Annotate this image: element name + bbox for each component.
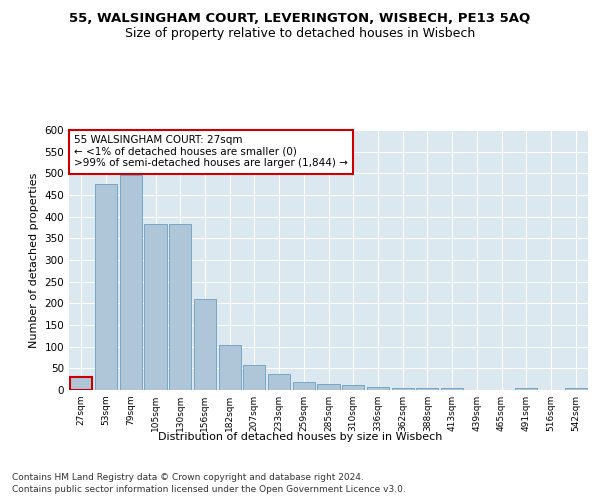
Text: Distribution of detached houses by size in Wisbech: Distribution of detached houses by size … bbox=[158, 432, 442, 442]
Bar bbox=[70, 377, 92, 390]
Bar bbox=[342, 385, 364, 390]
Y-axis label: Number of detached properties: Number of detached properties bbox=[29, 172, 39, 348]
Bar bbox=[95, 184, 117, 390]
Bar bbox=[243, 366, 265, 390]
Text: 55, WALSINGHAM COURT, LEVERINGTON, WISBECH, PE13 5AQ: 55, WALSINGHAM COURT, LEVERINGTON, WISBE… bbox=[70, 12, 530, 26]
Text: Contains HM Land Registry data © Crown copyright and database right 2024.: Contains HM Land Registry data © Crown c… bbox=[12, 472, 364, 482]
Bar bbox=[218, 344, 241, 390]
Bar bbox=[119, 174, 142, 390]
Bar bbox=[317, 384, 340, 390]
Bar bbox=[416, 388, 439, 390]
Bar bbox=[565, 388, 587, 390]
Text: 55 WALSINGHAM COURT: 27sqm
← <1% of detached houses are smaller (0)
>99% of semi: 55 WALSINGHAM COURT: 27sqm ← <1% of deta… bbox=[74, 135, 348, 168]
Text: Contains public sector information licensed under the Open Government Licence v3: Contains public sector information licen… bbox=[12, 485, 406, 494]
Bar bbox=[515, 388, 538, 390]
Bar bbox=[392, 388, 414, 390]
Bar bbox=[169, 224, 191, 390]
Bar bbox=[367, 386, 389, 390]
Bar bbox=[145, 224, 167, 390]
Bar bbox=[268, 374, 290, 390]
Bar bbox=[293, 382, 315, 390]
Text: Size of property relative to detached houses in Wisbech: Size of property relative to detached ho… bbox=[125, 28, 475, 40]
Bar bbox=[441, 388, 463, 390]
Bar bbox=[194, 300, 216, 390]
